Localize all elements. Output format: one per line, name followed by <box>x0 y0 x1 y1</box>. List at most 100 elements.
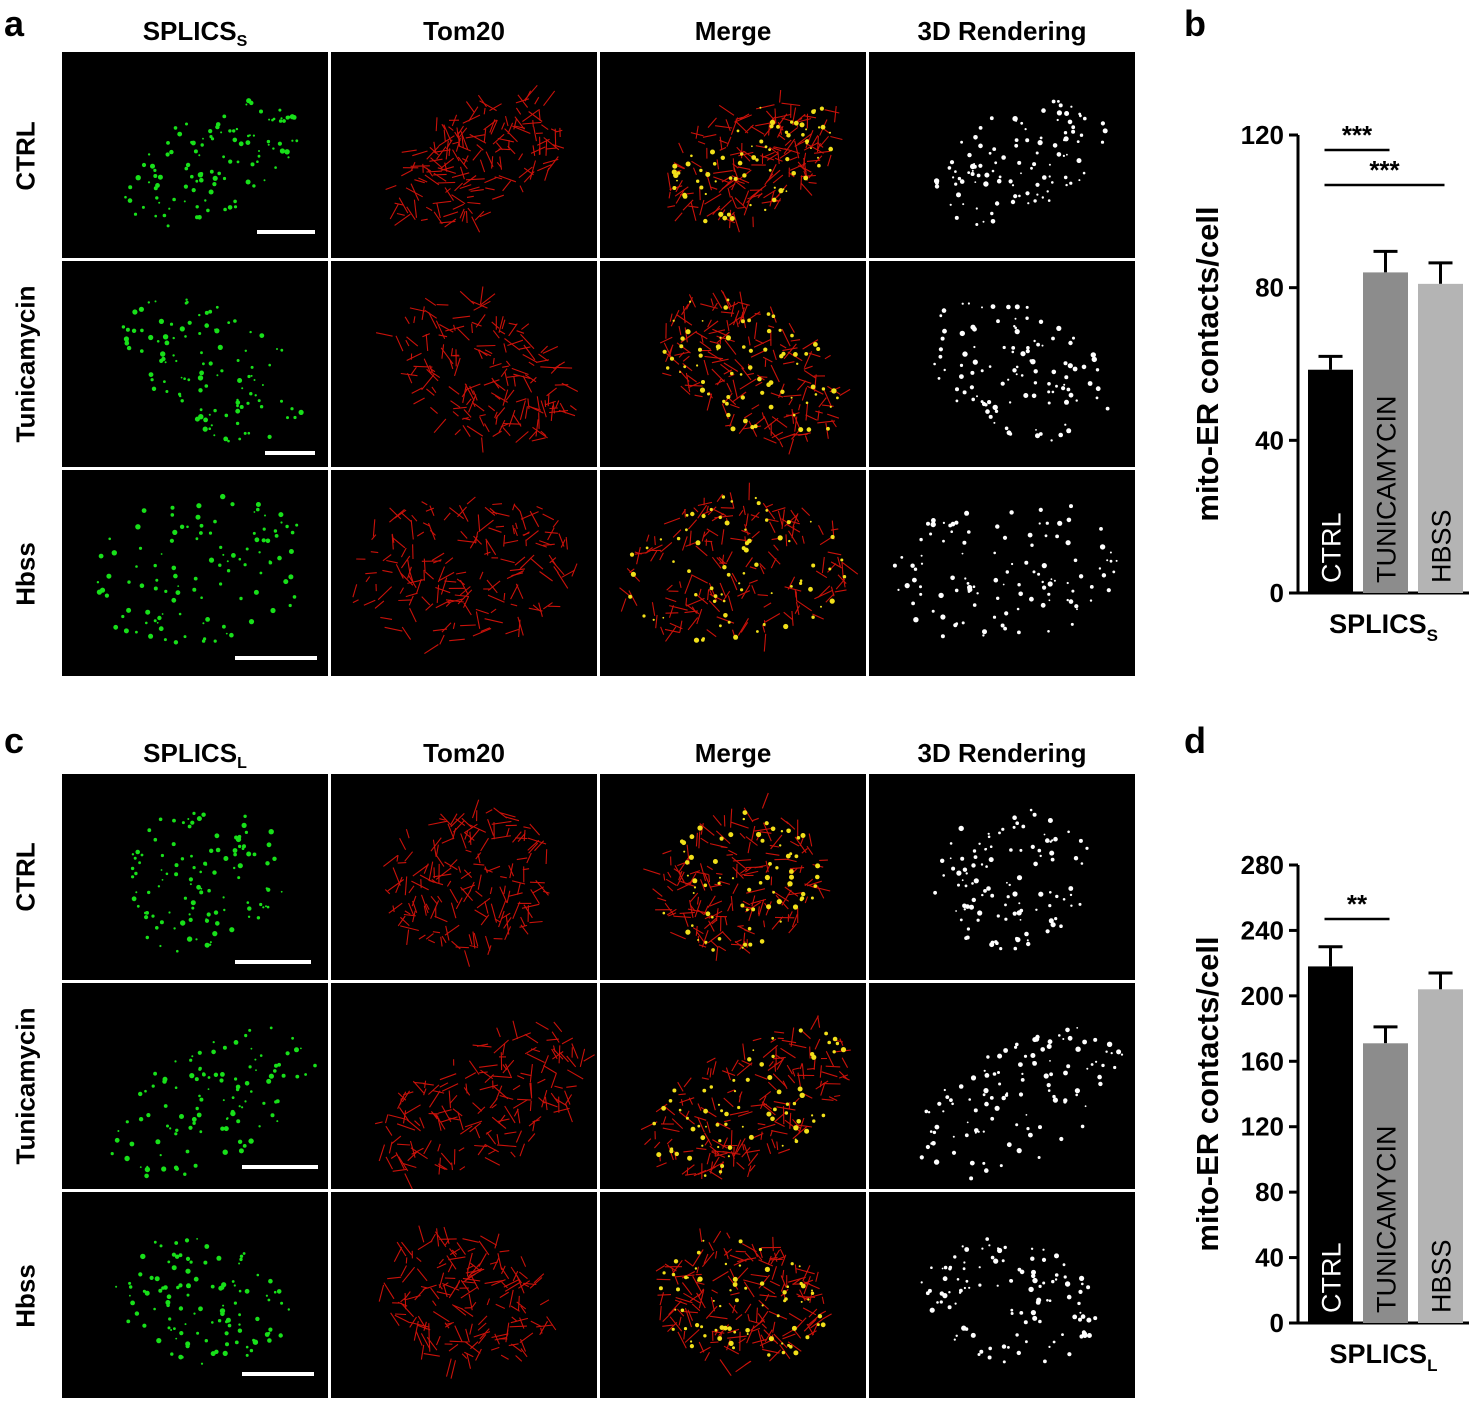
micrograph-tunicamycin-3d-rendering <box>869 261 1135 467</box>
contact-puncta <box>115 1238 290 1365</box>
micrograph-tunicamycin-splics <box>62 261 328 467</box>
scale-bar <box>265 451 315 455</box>
error-bar <box>1429 973 1453 989</box>
y-tick-label: 0 <box>1270 1308 1284 1338</box>
micrograph-grid-splics-l <box>62 774 1135 1398</box>
bar-label: TUNICAMYCIN <box>1372 1126 1402 1314</box>
bar-label: CTRL <box>1317 512 1347 583</box>
column-title-merge-bottom: Merge <box>600 740 866 766</box>
column-title-tom20-bottom: Tom20 <box>331 740 597 766</box>
x-axis-label: SPLICSL <box>1330 1339 1438 1375</box>
row-label-tunicamycin-bottom: Tunicamycin <box>11 1007 42 1164</box>
column-title-splics-l: SPLICSL <box>62 740 328 772</box>
y-tick-label: 40 <box>1255 1243 1284 1273</box>
column-title-3d-rendering-bottom: 3D Rendering <box>869 740 1135 766</box>
column-title-merge: Merge <box>600 18 866 44</box>
scale-bar <box>235 656 317 660</box>
row-label-ctrl: CTRL <box>11 121 42 190</box>
mitochondria-network <box>643 793 830 961</box>
error-bar <box>1429 263 1453 284</box>
contact-puncta <box>131 812 283 953</box>
mitochondria-network <box>383 800 549 967</box>
mitochondria-network <box>353 497 577 654</box>
micrograph-ctrl-tom20 <box>331 52 597 258</box>
micrograph-ctrl-merge <box>600 52 866 258</box>
significance-label: *** <box>1342 120 1373 150</box>
y-axis-label: mito-ER contacts/cell <box>1190 936 1225 1251</box>
contact-puncta <box>97 494 299 645</box>
mitochondria-network <box>376 287 578 453</box>
column-title-3d-rendering: 3D Rendering <box>869 18 1135 44</box>
y-tick-label: 80 <box>1255 273 1284 303</box>
micrograph-tunicamycin-tom20 <box>331 983 597 1189</box>
micrograph-ctrl-splics <box>62 52 328 258</box>
micrograph-hbss-merge <box>600 470 866 676</box>
contact-puncta <box>628 495 846 643</box>
scale-bar <box>242 1372 314 1376</box>
micrograph-ctrl-3d-rendering <box>869 52 1135 258</box>
y-tick-label: 80 <box>1255 1177 1284 1207</box>
row-label-ctrl-bottom: CTRL <box>11 842 42 911</box>
micrograph-tunicamycin-tom20 <box>331 261 597 467</box>
micrograph-ctrl-tom20 <box>331 774 597 980</box>
micrograph-hbss-tom20 <box>331 1192 597 1398</box>
rendered-contacts <box>921 1237 1098 1363</box>
y-tick-label: 280 <box>1241 850 1284 880</box>
rendered-contacts <box>933 809 1088 951</box>
rendered-contacts <box>893 504 1118 638</box>
micrograph-ctrl-merge <box>600 774 866 980</box>
micrograph-hbss-merge <box>600 1192 866 1398</box>
bar-label: HBSS <box>1427 1239 1457 1313</box>
bar-chart-splics-s: 0 40 80 120 CTRL TUNICAMYCIN HBSS *** *** mito-ER… <box>1180 60 1475 660</box>
micrograph-ctrl-3d-rendering <box>869 774 1135 980</box>
bar-label: CTRL <box>1317 1242 1347 1313</box>
micrograph-tunicamycin-merge <box>600 983 866 1189</box>
y-tick-label: 240 <box>1241 915 1284 945</box>
column-title-tom20: Tom20 <box>331 18 597 44</box>
row-label-tunicamycin: Tunicamycin <box>11 285 42 442</box>
error-bar <box>1319 947 1343 967</box>
significance-label: *** <box>1369 155 1400 185</box>
contact-puncta <box>124 98 298 227</box>
contact-puncta <box>652 1028 846 1177</box>
rendered-contacts <box>933 302 1109 441</box>
bar-label: TUNICAMYCIN <box>1372 396 1402 584</box>
y-tick-label: 160 <box>1241 1046 1284 1076</box>
error-bar <box>1374 1027 1398 1043</box>
row-label-hbss: Hbss <box>11 542 42 606</box>
micrograph-tunicamycin-splics <box>62 983 328 1189</box>
panel-label-b: b <box>1184 6 1206 42</box>
x-axis-label: SPLICSS <box>1329 609 1438 645</box>
scale-bar <box>235 960 311 964</box>
mitochondria-network <box>667 90 842 232</box>
y-tick-label: 120 <box>1241 120 1284 150</box>
row-label-hbss-bottom: Hbss <box>11 1264 42 1328</box>
y-tick-label: 0 <box>1270 578 1284 608</box>
rendered-contacts <box>934 100 1108 226</box>
y-axis-label: mito-ER contacts/cell <box>1190 206 1225 521</box>
panel-label-d: d <box>1184 723 1206 759</box>
micrograph-hbss-tom20 <box>331 470 597 676</box>
error-bar <box>1319 356 1343 369</box>
mitochondria-network <box>656 1228 832 1375</box>
mitochondria-network <box>660 290 850 454</box>
mitochondria-network <box>620 483 858 652</box>
significance-label: ** <box>1347 889 1368 919</box>
contact-puncta <box>122 299 304 443</box>
micrograph-ctrl-splics <box>62 774 328 980</box>
scale-bar <box>242 1165 318 1169</box>
scale-bar <box>257 230 315 234</box>
contact-puncta <box>111 1027 317 1179</box>
micrograph-tunicamycin-merge <box>600 261 866 467</box>
y-tick-label: 200 <box>1241 981 1284 1011</box>
micrograph-hbss-splics <box>62 1192 328 1398</box>
panel-label-a: a <box>4 6 24 42</box>
mitochondria-network <box>375 1021 594 1189</box>
bar-label: HBSS <box>1427 509 1457 583</box>
mitochondria-network <box>641 1016 851 1180</box>
rendered-contacts <box>920 1027 1123 1180</box>
micrograph-grid-splics-s <box>62 52 1135 676</box>
micrograph-tunicamycin-3d-rendering <box>869 983 1135 1189</box>
y-tick-label: 40 <box>1255 425 1284 455</box>
